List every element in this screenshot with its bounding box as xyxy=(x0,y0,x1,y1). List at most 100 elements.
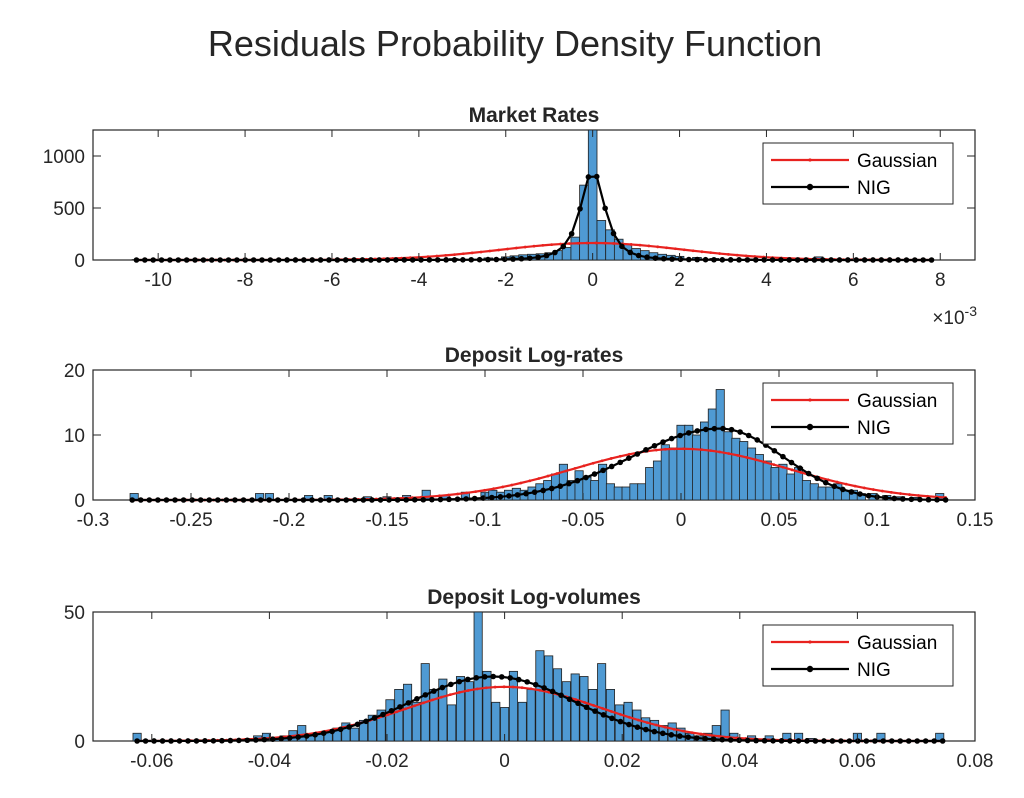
gaussian-marker xyxy=(538,688,542,692)
legend: Gaussian NIG xyxy=(762,142,954,205)
histogram-bar xyxy=(438,678,448,742)
nig-marker xyxy=(828,257,834,263)
gaussian-marker xyxy=(456,492,459,496)
histogram-bar xyxy=(707,408,717,501)
gaussian-marker xyxy=(573,466,577,470)
gaussian-marker xyxy=(718,450,722,454)
nig-marker xyxy=(737,429,743,435)
histogram-bar xyxy=(720,709,730,742)
nig-marker xyxy=(617,459,624,466)
gaussian-marker xyxy=(700,448,703,452)
nig-marker xyxy=(840,486,846,493)
nig-marker xyxy=(711,256,717,263)
histogram-bar xyxy=(526,689,536,742)
gaussian-marker xyxy=(582,464,586,468)
nig-marker xyxy=(431,688,437,694)
gaussian-marker xyxy=(386,713,390,717)
gaussian-marker xyxy=(479,250,483,254)
nig-marker xyxy=(865,492,872,499)
nig-marker xyxy=(744,257,751,263)
nig-marker xyxy=(660,255,667,262)
nig-marker xyxy=(593,173,600,180)
nig-marker xyxy=(822,479,829,486)
histogram-bar xyxy=(385,699,395,742)
x-tick-label: 0 xyxy=(499,751,510,772)
histogram-bar xyxy=(597,663,607,742)
nig-marker xyxy=(312,731,318,738)
nig-marker xyxy=(380,711,386,718)
nig-marker xyxy=(523,490,529,497)
nig-marker xyxy=(543,252,550,259)
nig-marker xyxy=(189,497,195,503)
gaussian-marker xyxy=(754,458,758,462)
nig-marker xyxy=(249,497,255,503)
nig-marker xyxy=(448,681,454,688)
nig-marker xyxy=(476,256,483,263)
nig-marker xyxy=(471,495,478,502)
gaussian-marker xyxy=(717,734,721,738)
nig-marker xyxy=(928,257,935,263)
nig-marker xyxy=(905,738,912,744)
nig-marker xyxy=(352,497,358,503)
gaussian-marker xyxy=(564,469,568,473)
nig-marker xyxy=(804,738,810,744)
nig-marker xyxy=(498,674,505,680)
x-tick-label: -0.02 xyxy=(365,751,408,772)
nig-marker xyxy=(326,257,332,263)
histogram-bar xyxy=(394,689,404,742)
x-tick-label: 2 xyxy=(674,270,685,291)
nig-marker xyxy=(532,681,539,688)
nig-marker xyxy=(660,730,666,737)
histogram-bar xyxy=(596,220,607,261)
nig-marker xyxy=(405,700,412,706)
nig-marker xyxy=(736,257,742,263)
nig-marker xyxy=(831,483,838,490)
nig-marker xyxy=(146,497,153,503)
gaussian-marker xyxy=(493,685,497,689)
nig-marker xyxy=(429,496,435,503)
histogram-bar xyxy=(645,467,655,501)
gaussian-marker xyxy=(537,477,541,480)
nig-marker xyxy=(393,257,399,263)
y-tick-label: 500 xyxy=(53,199,85,220)
gaussian-marker xyxy=(497,248,501,252)
nig-marker xyxy=(592,708,598,714)
gaussian-marker xyxy=(609,457,613,460)
nig-marker xyxy=(899,496,906,502)
histogram-bar xyxy=(715,389,725,501)
gaussian-marker xyxy=(708,733,712,737)
histogram-bar xyxy=(587,129,598,261)
nig-marker xyxy=(501,256,508,263)
nig-marker xyxy=(711,425,718,432)
legend-label: Gaussian xyxy=(857,151,937,172)
nig-marker xyxy=(292,497,298,503)
nig-marker xyxy=(234,257,240,263)
nig-marker xyxy=(200,257,207,263)
nig-marker xyxy=(343,497,350,503)
nig-marker xyxy=(175,257,182,263)
histogram-bar xyxy=(747,447,757,501)
nig-marker xyxy=(845,257,851,263)
nig-marker xyxy=(409,257,416,263)
nig-marker xyxy=(619,243,625,250)
histogram-bar xyxy=(711,725,721,742)
nig-marker xyxy=(878,257,885,263)
histogram-bar xyxy=(621,486,631,501)
x-tick-label: -0.15 xyxy=(365,510,408,531)
histogram-bar xyxy=(553,668,563,742)
nig-marker xyxy=(468,256,475,263)
nig-marker xyxy=(745,432,752,439)
nig-marker xyxy=(761,737,768,744)
nig-marker xyxy=(158,257,165,263)
nig-marker xyxy=(292,257,299,263)
nig-marker xyxy=(600,467,606,474)
nig-marker xyxy=(309,497,315,503)
gaussian-marker xyxy=(475,687,479,691)
nig-marker xyxy=(363,718,369,725)
x-exponent-label: ×10-3 xyxy=(932,303,977,329)
legend: Gaussian NIG xyxy=(762,382,954,445)
nig-marker xyxy=(931,738,937,744)
nig-marker xyxy=(780,453,786,460)
x-tick-label: -2 xyxy=(497,270,514,291)
nig-marker xyxy=(836,257,843,263)
